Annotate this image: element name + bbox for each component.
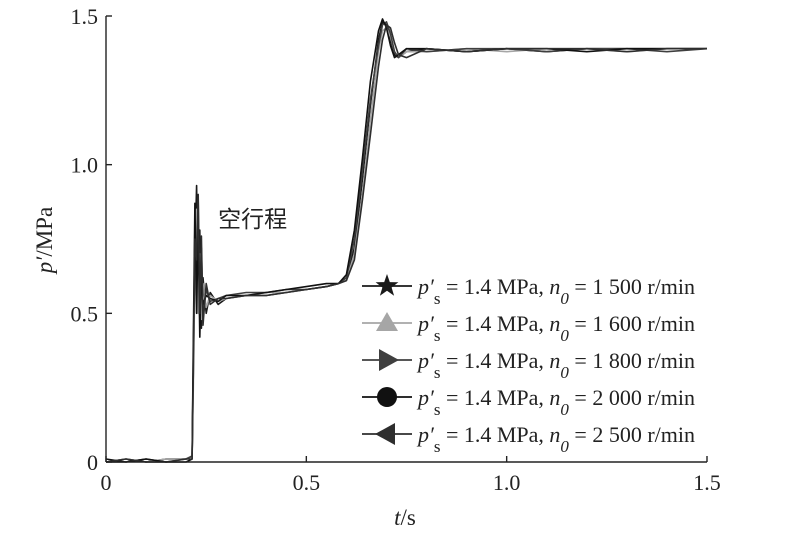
legend-item: p′s = 1.4 MPa, n0 = 2 500 r/min: [362, 422, 695, 456]
legend-marker-circle: [377, 387, 397, 407]
tick-layer: 0 0.5 1.0 1.5 0 0.5 1.0 1.5: [71, 4, 721, 495]
legend-item: p′s = 1.4 MPa, n0 = 1 800 r/min: [362, 348, 695, 382]
x-tick-label: 0: [101, 470, 112, 495]
y-axis-unit: /MPa: [32, 207, 57, 257]
x-axis-title: t/s: [394, 505, 416, 530]
legend-label: p′s = 1.4 MPa, n0 = 1 600 r/min: [416, 311, 695, 345]
y-tick-label: 1.0: [71, 153, 99, 178]
legend-marker-triangle-up: [376, 312, 398, 331]
y-tick-label: 0.5: [71, 301, 99, 326]
x-tick-label: 0.5: [293, 470, 321, 495]
x-tick-label: 1.0: [493, 470, 521, 495]
y-axis-var: p′: [32, 256, 57, 276]
x-tick-label: 1.5: [693, 470, 721, 495]
y-tick-label: 0: [87, 450, 98, 475]
legend-label: p′s = 1.4 MPa, n0 = 2 000 r/min: [416, 385, 695, 419]
y-axis-title: p′/MPa: [32, 207, 57, 275]
legend-item: p′s = 1.4 MPa, n0 = 2 000 r/min: [362, 385, 695, 419]
legend-marker-star: [375, 274, 399, 296]
legend-label: p′s = 1.4 MPa, n0 = 2 500 r/min: [416, 422, 695, 456]
legend-item: p′s = 1.4 MPa, n0 = 1 500 r/min: [362, 274, 695, 308]
legend-label: p′s = 1.4 MPa, n0 = 1 500 r/min: [416, 274, 695, 308]
x-axis-var: t: [394, 505, 401, 530]
y-tick-label: 1.5: [71, 4, 99, 29]
legend-marker-triangle-right: [379, 349, 399, 371]
legend-item: p′s = 1.4 MPa, n0 = 1 600 r/min: [362, 311, 695, 345]
legend-label: p′s = 1.4 MPa, n0 = 1 800 r/min: [416, 348, 695, 382]
legend-marker-triangle-left: [375, 423, 395, 445]
series-layer: [105, 18, 708, 463]
annotation-idle-stroke: 空行程: [218, 207, 287, 233]
x-axis-unit: /s: [401, 505, 416, 530]
series-line-5: [105, 24, 707, 463]
